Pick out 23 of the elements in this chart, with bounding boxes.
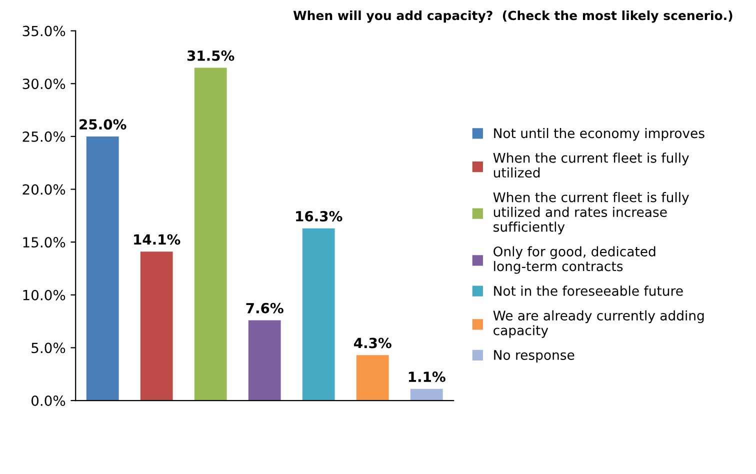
y-tick-label: 5.0%: [32, 342, 66, 354]
legend-label: We are already currently adding capacity: [493, 310, 704, 338]
data-label: 14.1%: [134, 234, 180, 245]
legend-label: Only for good, dedicated long-term contracts: [494, 246, 656, 274]
data-label: 25.0%: [80, 119, 126, 130]
data-label: 16.3%: [296, 210, 342, 222]
y-tick-label: 0.0%: [32, 396, 66, 406]
legend-label: No response: [494, 350, 574, 363]
data-label: 7.6%: [246, 302, 284, 314]
y-tick-label: 30.0%: [22, 78, 66, 90]
legend-label: Not in the foreseeable future: [494, 286, 683, 296]
y-tick-label: 10.0%: [23, 290, 66, 300]
y-tick-label: 15.0%: [23, 237, 66, 248]
y-tick-label: 20.0%: [22, 184, 66, 195]
data-label: 31.5%: [187, 50, 234, 61]
legend-label: When the current fleet is fully utilized: [493, 152, 689, 178]
data-label: 4.3%: [354, 338, 392, 348]
legend-label: When the current fleet is fully utilized and rates increase sufficiently: [493, 192, 689, 234]
data-label: 1.1%: [408, 372, 446, 382]
y-tick-label: 35.0%: [22, 26, 66, 36]
legend-label: Not until the economy improves: [494, 128, 704, 141]
text: When will you add capacity? (Check the most likely scenerio.): [293, 10, 732, 23]
y-tick-label: 25.0%: [22, 131, 66, 142]
